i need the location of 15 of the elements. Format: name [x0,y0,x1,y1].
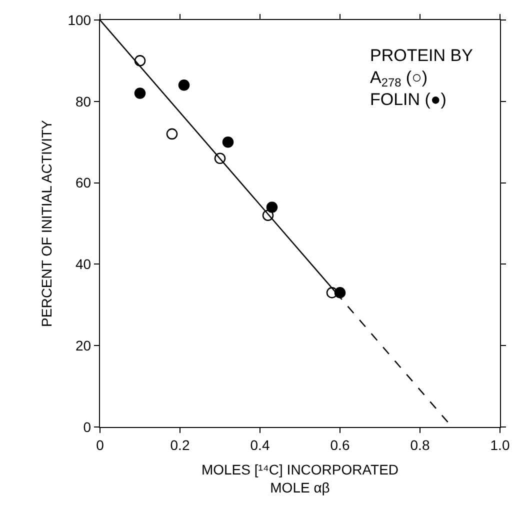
x-tick-label: 0 [96,436,104,453]
y-tick-label: 100 [68,12,92,28]
x-tick-label: 0.6 [330,436,350,453]
y-tick-label: 80 [75,93,92,110]
y-tick-label: 0 [83,418,92,435]
x-axis-title: MOLES [¹⁴C] INCORPORATED MOLE αβ [201,461,399,496]
y-axis-title: PERCENT OF INITIAL ACTIVITY [38,119,54,327]
y-tick-label: 40 [75,256,92,272]
y-tick-label: 20 [75,338,92,354]
x-tick-label: 0.2 [170,436,190,453]
x-tick-label: 1.0 [490,436,510,453]
x-tick-label: 0.4 [250,436,270,453]
x-tick-label: 0.8 [410,436,430,453]
annotation: PROTEIN BY A$_{278}$ (○) FOLIN (●) [370,46,473,110]
y-tick-label: 60 [75,174,92,191]
